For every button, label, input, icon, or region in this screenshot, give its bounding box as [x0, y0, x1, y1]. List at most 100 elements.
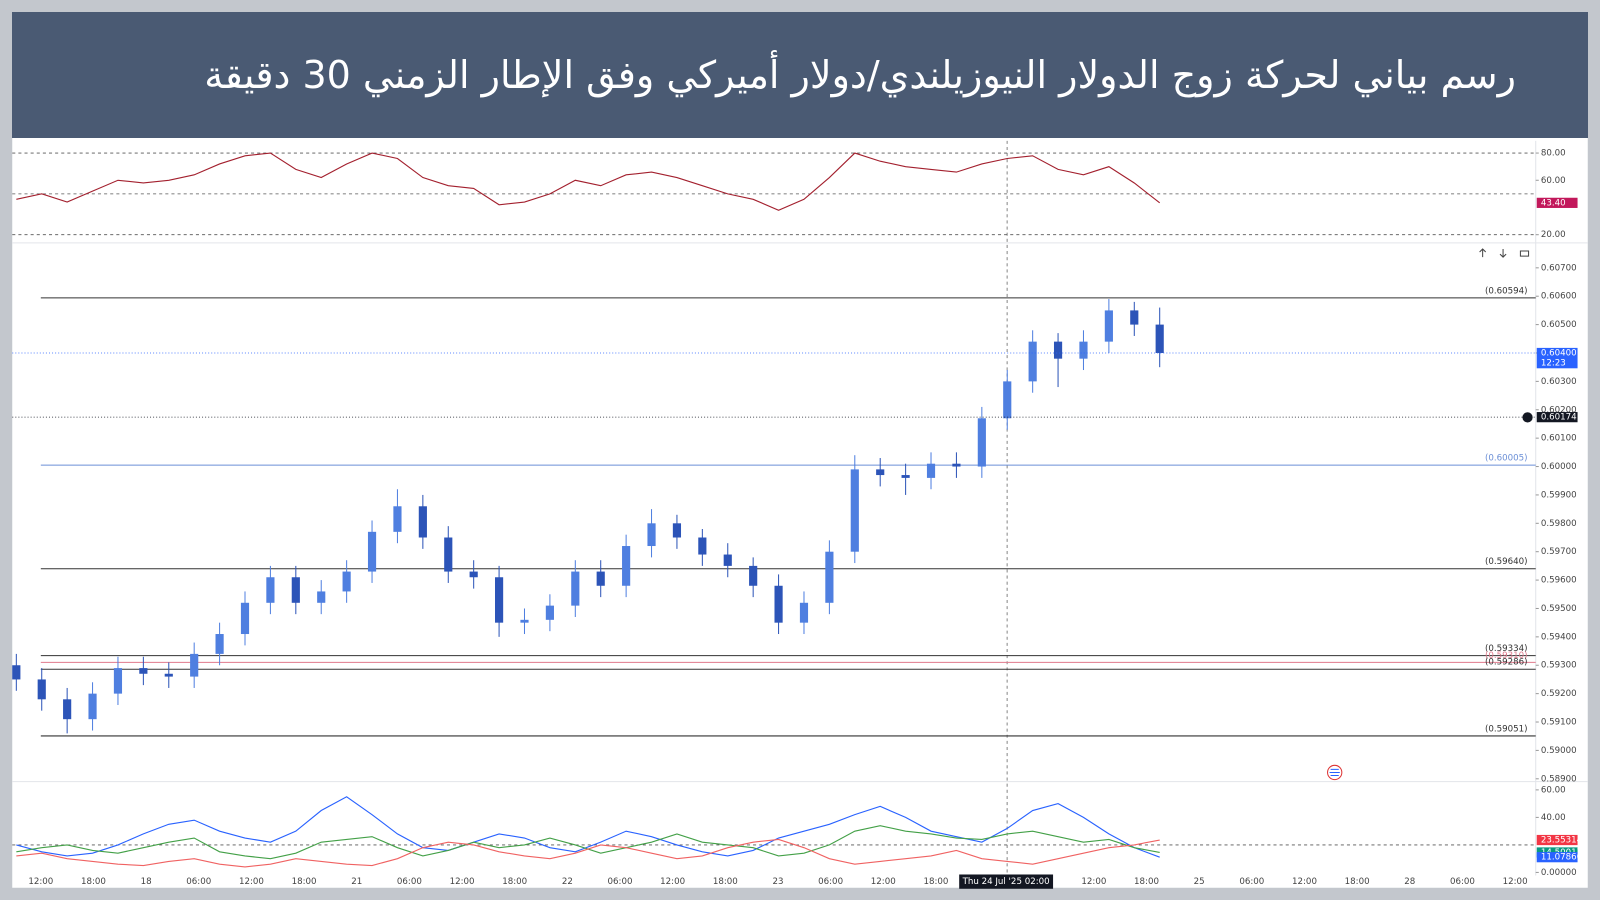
x-tick-label: 18:00 [81, 877, 106, 887]
x-tick-label: 25 [1194, 877, 1205, 887]
y-tick-label: 0.59900 [1541, 490, 1577, 500]
candle-body [825, 551, 834, 603]
y-tick-label: 0.00000 [1541, 868, 1577, 878]
x-tick-label: 06:00 [818, 877, 843, 887]
x-tick-label: 18:00 [502, 877, 527, 887]
candle-body [647, 523, 656, 547]
candle-body [215, 634, 224, 654]
toolbar-icons[interactable] [1479, 248, 1530, 258]
x-tick-label: 06:00 [1450, 877, 1475, 887]
candle-body [317, 591, 326, 603]
y-tick-label: 0.60200 [1541, 405, 1577, 415]
y-tick-label: 0.60600 [1541, 292, 1577, 302]
level-label: (0.59051) [1485, 724, 1528, 734]
y-tick-label: 20.00 [1541, 230, 1566, 240]
x-tick-label: 21 [351, 877, 362, 887]
candle-body [1003, 381, 1012, 419]
price-marker-label: 0.60400 [1541, 348, 1577, 358]
x-tick-label: 06:00 [186, 877, 211, 887]
candle-body [698, 537, 707, 555]
y-tick-label: 0.59800 [1541, 519, 1577, 529]
x-tick-label: 18 [141, 877, 152, 887]
candle-body [63, 699, 72, 720]
indicator-line [16, 838, 1160, 868]
candle-body [240, 602, 250, 635]
x-tick-label: 23 [772, 877, 783, 887]
candle-body [113, 668, 123, 694]
candle-body [418, 506, 427, 538]
y-tick-label: 0.59500 [1541, 604, 1577, 614]
candle-body [139, 668, 148, 674]
candle-body [672, 523, 682, 538]
x-tick-label: 18:00 [923, 877, 948, 887]
level-label: (0.59334) [1485, 644, 1528, 654]
candle-body [952, 463, 961, 467]
level-label: (0.59640) [1485, 557, 1528, 567]
chart-background [12, 12, 1588, 888]
x-tick-label: 06:00 [608, 877, 633, 887]
candle-body [266, 577, 275, 603]
price-marker [1536, 197, 1578, 208]
candle-body [367, 531, 377, 572]
y-tick-label: 0.59000 [1541, 746, 1577, 756]
x-tick-label: 06:00 [397, 877, 422, 887]
price-marker-label: 11.07860 [1541, 853, 1582, 863]
candle-body [1079, 341, 1088, 359]
y-tick-label: 0.60500 [1541, 320, 1577, 330]
y-tick-label: 60.00 [1541, 176, 1566, 186]
candle-body [774, 585, 783, 623]
candle-body [1130, 310, 1139, 325]
x-tick-label: 12:00 [1081, 877, 1106, 887]
x-tick-label: 06:00 [1239, 877, 1264, 887]
y-tick-label: 0.59700 [1541, 547, 1577, 557]
crosshair-label-bg [959, 874, 1054, 889]
y-tick-label: 60.00 [1541, 785, 1566, 795]
price-marker-label: 0.60174 [1541, 413, 1577, 423]
candle-body [799, 602, 809, 623]
y-tick-label: 0.60300 [1541, 377, 1577, 387]
x-tick-label: 12:00 [28, 877, 53, 887]
candle-body [545, 605, 554, 620]
candle-body [469, 571, 478, 578]
header-title: رسم بياني لحركة زوج الدولار النيوزيلندي/… [12, 12, 1588, 138]
candle-body [342, 571, 351, 592]
y-tick-label: 0.60100 [1541, 434, 1577, 444]
price-marker-label: 43.40 [1541, 198, 1566, 208]
y-tick-label: 80.00 [1541, 149, 1566, 159]
y-tick-label: 0.59300 [1541, 661, 1577, 671]
x-tick-label: 22 [562, 877, 573, 887]
scroll-down-icon[interactable] [1499, 248, 1507, 258]
x-tick-label: 12:00 [871, 877, 896, 887]
scroll-up-icon[interactable] [1479, 248, 1487, 258]
candle-body [723, 554, 732, 566]
candle-body [1028, 341, 1037, 382]
candle-body [520, 619, 529, 623]
candle-body [571, 571, 580, 606]
x-tick-label: 12:00 [239, 877, 264, 887]
candle-body [12, 665, 21, 680]
y-tick-label: 0.60000 [1541, 462, 1577, 472]
y-tick-label: 0.59400 [1541, 632, 1577, 642]
candle-body [37, 679, 46, 700]
candle-body [596, 571, 605, 586]
level-label: (0.60005) [1485, 453, 1528, 463]
x-tick-label: 12:00 [660, 877, 685, 887]
x-tick-label: 18:00 [1345, 877, 1370, 887]
candle-body [190, 653, 199, 677]
scale-labels: 43.400.6040012:230.6017423.5531414.50017… [959, 197, 1583, 889]
candle-body [495, 577, 504, 623]
candle-body [622, 546, 631, 586]
indicator-line [16, 152, 1161, 211]
y-tick-label: 0.58900 [1541, 774, 1577, 784]
x-tick-label: 12:00 [1292, 877, 1317, 887]
y-tick-label: 40.00 [1541, 813, 1566, 823]
countdown-label: 12:23 [1541, 359, 1566, 369]
candle-body [926, 463, 936, 478]
y-tick-label: 0.60700 [1541, 263, 1577, 273]
candle-body [164, 673, 173, 677]
level-label: (0.59310) [1485, 651, 1528, 661]
reset-icon[interactable] [1519, 250, 1530, 257]
candle-body [850, 469, 859, 552]
